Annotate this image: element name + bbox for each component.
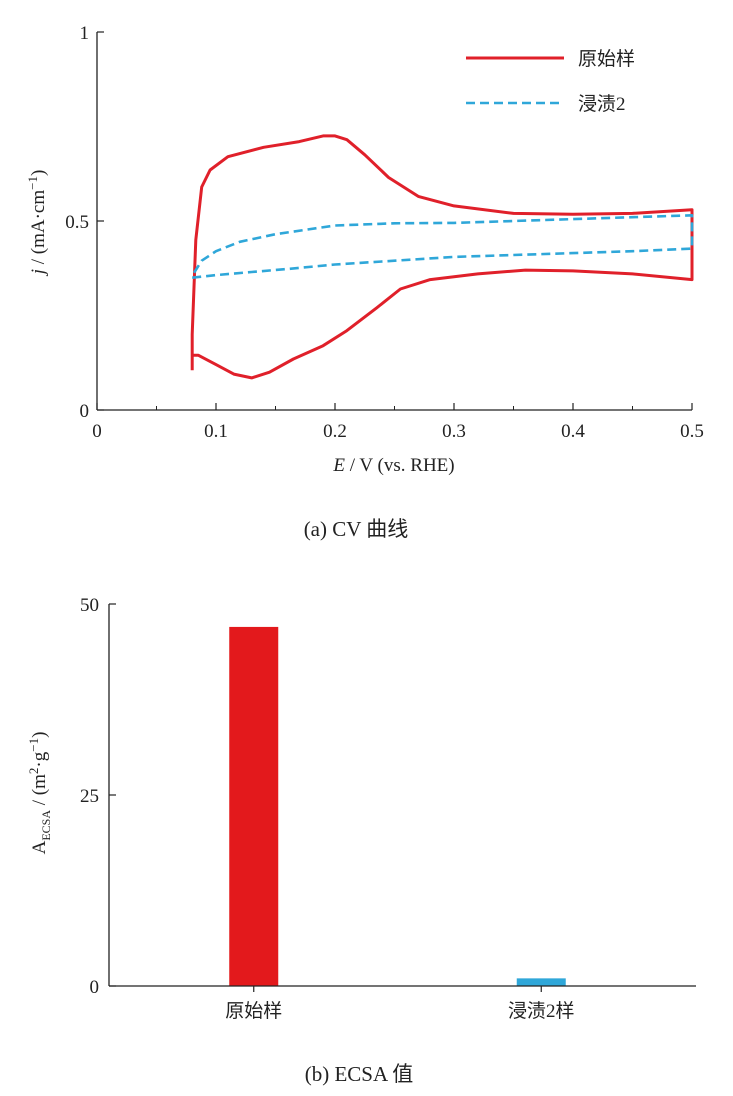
ecsa-caption: (b) ECSA 值 [305, 1062, 414, 1086]
cv-caption: (a) CV 曲线 [304, 517, 409, 541]
cv-x-tick-label: 0 [92, 421, 102, 442]
cv-series-group [190, 134, 694, 380]
ecsa-bar-group [229, 626, 566, 986]
ecsa-bar-0 [229, 626, 279, 986]
ecsa-bar-1 [516, 978, 566, 986]
cv-y-tick-label: 0 [80, 401, 90, 422]
ecsa-chart: 0 25 50 原始样 浸渍2样 AECSA / (m2·g−1) (b) ECSA … [26, 595, 696, 1086]
cv-y-label: j / (mA·cm−1) [25, 170, 49, 278]
ecsa-y-tick-label: 0 [90, 977, 100, 998]
ecsa-y-tick-label: 50 [80, 595, 99, 616]
ecsa-category-label: 原始样 [225, 1000, 282, 1022]
cv-x-tick-label: 0.4 [561, 421, 585, 442]
cv-x-tick-label: 0.3 [442, 421, 466, 442]
ecsa-y-label: AECSA / (m2·g−1) [26, 732, 53, 855]
cv-x-tick-label: 0.5 [680, 421, 704, 442]
ecsa-category-label: 浸渍2样 [508, 1000, 575, 1022]
cv-x-ticks: 0 0.1 0.2 0.3 0.4 0.5 [92, 403, 704, 442]
legend-label-impregnated: 浸渍2 [578, 93, 626, 115]
ecsa-y-ticks: 0 25 50 [80, 595, 116, 998]
cv-x-tick-label: 0.1 [204, 421, 228, 442]
cv-y-ticks: 00.51 [65, 23, 104, 422]
cv-y-tick-label: 1 [80, 23, 90, 44]
cv-x-label: E / V (vs. RHE) [332, 455, 454, 476]
cv-series-line-0 [190, 134, 694, 380]
ecsa-category-labels: 原始样 浸渍2样 [225, 986, 575, 1022]
cv-chart: 0 0.1 0.2 0.3 0.4 0.5 00.51 原始样 浸渍2 j / (mA·c… [25, 23, 704, 541]
cv-y-tick-label: 0.5 [65, 212, 89, 233]
cv-legend: 原始样 浸渍2 [466, 48, 635, 115]
ecsa-y-tick-label: 25 [80, 786, 99, 807]
cv-series-line-1 [191, 214, 694, 279]
cv-x-tick-label: 0.2 [323, 421, 347, 442]
legend-label-original: 原始样 [578, 48, 635, 70]
